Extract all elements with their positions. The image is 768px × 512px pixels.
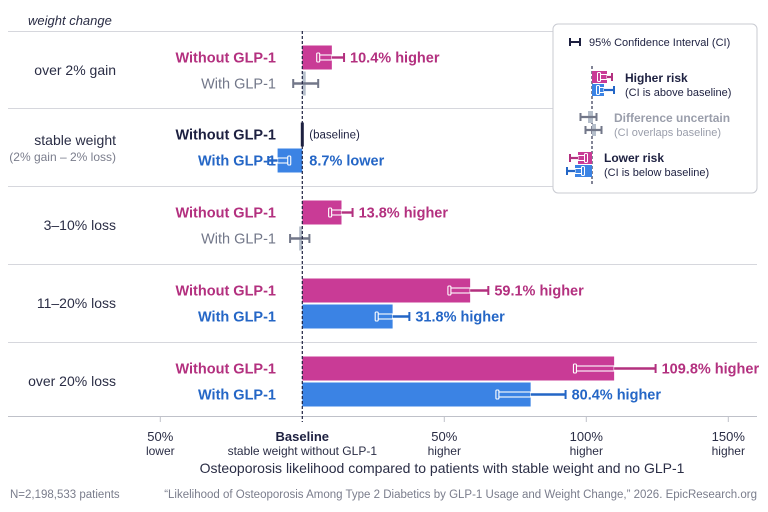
x-tick-label: 50% — [147, 429, 173, 444]
legend-uncertain-icon — [579, 111, 603, 136]
x-axis-title: Osteoporosis likelihood compared to pati… — [200, 460, 685, 476]
x-tick-sublabel: higher — [570, 444, 603, 458]
ci-cap-inner — [572, 363, 577, 374]
x-tick-label: Baseline — [276, 429, 329, 444]
bar — [302, 356, 615, 381]
legend-uncertain-desc: (CI overlaps baseline) — [614, 127, 721, 139]
row-4: over 20% loss Without GLP-1 109.8% higher W… — [28, 356, 760, 407]
value-label: 13.8% higher — [359, 206, 449, 222]
legend-higher-risk-icon — [592, 71, 615, 96]
category-label: stable weight — [34, 132, 116, 148]
legend-lower-risk-icon — [566, 152, 592, 177]
row-3: 11–20% loss Without GLP-1 59.1% higher With… — [37, 278, 584, 329]
x-tick-sublabel: stable weight without GLP-1 — [228, 444, 378, 458]
ci-whisker-inner — [448, 287, 471, 294]
ci-whisker-inner — [574, 365, 615, 372]
legend-lower-risk-desc: (CI is below baseline) — [604, 167, 709, 179]
legend-ci-label: 95% Confidence Interval (CI) — [589, 37, 730, 49]
ci-cap-inner — [447, 285, 452, 296]
value-label: 109.8% higher — [662, 362, 760, 378]
series-label: With GLP-1 — [201, 232, 276, 248]
baseline-bar — [300, 122, 304, 147]
citation: “Likelihood of Osteoporosis Among Type 2… — [164, 489, 757, 501]
x-tick-sublabel: higher — [428, 444, 461, 458]
value-label: 10.4% higher — [350, 51, 440, 67]
x-tick-label: 100% — [570, 429, 604, 444]
series-label: With GLP-1 — [198, 310, 276, 326]
legend-box — [552, 23, 758, 194]
series-label: Without GLP-1 — [175, 128, 276, 144]
row-1: stable weight (2% gain – 2% loss) Without … — [9, 122, 385, 173]
x-tick-sublabel: lower — [146, 444, 175, 458]
category-label: over 2% gain — [34, 62, 116, 78]
value-label: 80.4% higher — [572, 388, 662, 404]
ci-cap-inner — [495, 389, 500, 400]
ci-cap-inner — [374, 311, 379, 322]
series-label: With GLP-1 — [201, 77, 276, 93]
x-tick-label: 150% — [712, 429, 746, 444]
category-sublabel: (2% gain – 2% loss) — [9, 150, 116, 164]
ci-whisker-inner — [376, 313, 394, 320]
series-label: Without GLP-1 — [175, 362, 276, 378]
series-label: With GLP-1 — [198, 388, 276, 404]
legend: 95% Confidence Interval (CI) Higher risk… — [552, 23, 758, 194]
legend-higher-risk-title: Higher risk — [625, 71, 688, 85]
category-label: over 20% loss — [28, 373, 116, 389]
category-label: 3–10% loss — [44, 217, 116, 233]
series-label: With GLP-1 — [198, 154, 276, 170]
value-label: (baseline) — [309, 130, 360, 142]
x-tick-sublabel: higher — [712, 444, 745, 458]
ci-legend-icon — [569, 38, 581, 46]
row-2: 3–10% loss Without GLP-1 13.8% higher With … — [44, 200, 449, 251]
ci-whisker-inner — [496, 391, 532, 398]
value-label: 31.8% higher — [415, 310, 505, 326]
category-label: 11–20% loss — [37, 295, 116, 311]
series-label: Without GLP-1 — [175, 284, 276, 300]
ci-cap-inner — [316, 52, 321, 63]
x-tick-label: 50% — [431, 429, 457, 444]
sample-size-note: N=2,198,533 patients — [10, 489, 120, 501]
chart-rows: over 2% gain Without GLP-1 10.4% higher Wit… — [9, 45, 760, 407]
series-label: Without GLP-1 — [175, 206, 276, 222]
series-label: Without GLP-1 — [175, 51, 276, 67]
bar — [302, 382, 531, 407]
bar — [302, 278, 471, 303]
value-label: 8.7% lower — [309, 154, 384, 170]
ci-cap-inner — [287, 155, 292, 166]
legend-lower-risk-title: Lower risk — [604, 151, 664, 165]
ci-cap-inner — [328, 207, 333, 218]
legend-higher-risk-desc: (CI is above baseline) — [625, 87, 731, 99]
row-0: over 2% gain Without GLP-1 10.4% higher Wit… — [34, 45, 440, 96]
value-label: 59.1% higher — [494, 284, 584, 300]
legend-uncertain-title: Difference uncertain — [614, 111, 730, 125]
row-header: weight change — [28, 13, 112, 28]
